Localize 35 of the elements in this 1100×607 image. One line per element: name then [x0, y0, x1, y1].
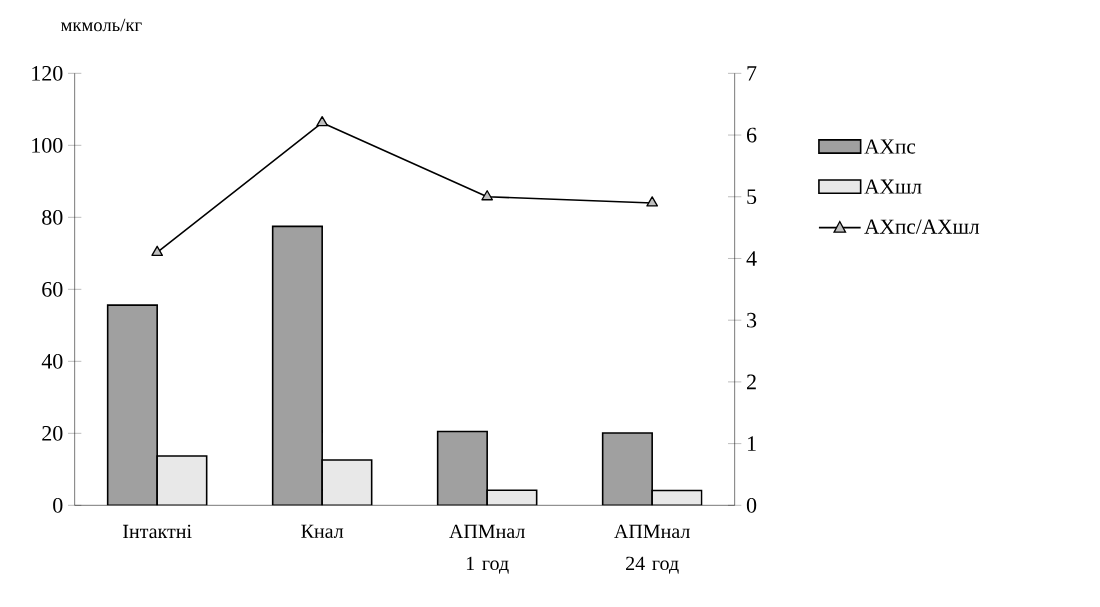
bar	[156, 455, 208, 506]
bar	[106, 304, 158, 506]
y-tick-label: 0	[53, 498, 63, 513]
y-tick-label: 40	[41, 354, 63, 369]
point	[646, 196, 659, 207]
y-tick-label: 80	[42, 210, 63, 225]
y2-tick-label: 3	[747, 312, 757, 328]
y2-tick-label: 7	[747, 66, 757, 81]
bar	[271, 225, 323, 506]
bar	[436, 430, 488, 506]
y-tick-label: 120	[32, 66, 63, 81]
y2-tick-label: 0	[746, 498, 757, 513]
y2-tick-label: 2	[747, 374, 756, 390]
y2-tick-label: 5	[747, 189, 757, 205]
x-tick-label: АПМнал 1 год	[449, 524, 525, 574]
y-tick-label: 20	[42, 426, 63, 441]
y2-tick-label: 4	[746, 251, 757, 266]
legend-label: АХпс/АХшл	[864, 219, 980, 235]
point	[316, 116, 329, 127]
bar	[321, 459, 373, 506]
legend-label: АХпс	[864, 139, 916, 154]
bar	[601, 432, 653, 506]
x-tick-label: АПМнал 24 год	[614, 524, 690, 574]
x-tick-label: Кнал	[301, 524, 344, 539]
legend-label: АХшл	[864, 179, 922, 194]
point	[481, 190, 494, 201]
bar	[651, 489, 703, 506]
y-tick-label: 100	[32, 138, 63, 153]
y2-tick-label: 1	[747, 436, 756, 452]
x-tick-label: Інтактні	[123, 524, 192, 539]
y-tick-label: 60	[42, 282, 63, 297]
point	[151, 245, 164, 257]
bar	[486, 489, 538, 506]
y-axis-title: мкмоль/кг	[61, 18, 142, 32]
y2-tick-label: 6	[746, 127, 757, 143]
